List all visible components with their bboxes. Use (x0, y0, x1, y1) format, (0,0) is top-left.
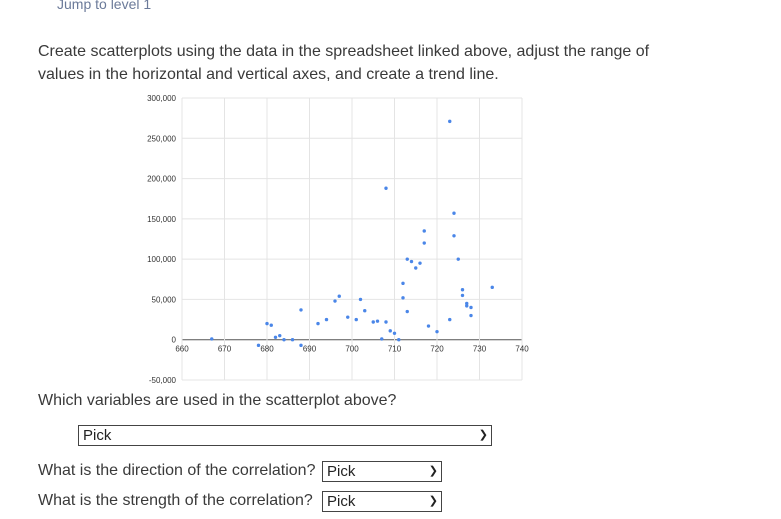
x-tick-label: 700 (345, 345, 359, 354)
scatter-point (448, 119, 452, 124)
scatter-point (269, 323, 273, 327)
chevron-down-icon: ❯ (478, 429, 488, 441)
scatter-point (316, 321, 320, 326)
scatter-point (324, 317, 329, 322)
scatter-point (422, 229, 426, 233)
chart-grid (181, 97, 523, 381)
scatter-point (363, 309, 367, 313)
scatter-point (290, 338, 295, 342)
scatter-point (265, 321, 269, 326)
question-direction: What is the direction of the correlation… (38, 462, 316, 479)
scatter-point (401, 296, 405, 300)
chevron-down-icon: ❯ (428, 465, 438, 477)
question-variables: Which variables are used in the scatterp… (38, 392, 397, 409)
scatter-point (384, 186, 388, 190)
x-tick-label: 690 (303, 345, 317, 354)
scatter-point (278, 333, 282, 338)
y-tick-label: 200,000 (147, 175, 176, 184)
scatter-point (256, 343, 261, 348)
scatter-point (435, 329, 439, 334)
scatter-point (456, 257, 460, 261)
scatter-point (405, 257, 409, 261)
direction-select-value: Pick (327, 463, 356, 480)
scatterplot-chart: -50,000 0 50,000 100,000 150,000 200,000 250,0… (147, 94, 529, 385)
scatter-point (401, 281, 405, 286)
y-tick-label: 100,000 (147, 255, 176, 264)
scatter-point (354, 317, 358, 322)
scatter-point (409, 259, 414, 264)
scatter-point (418, 261, 422, 265)
scatter-point (371, 320, 375, 324)
scatter-point (397, 338, 401, 342)
scatter-point (346, 315, 350, 319)
x-tick-label: 660 (175, 345, 189, 354)
scatter-point (460, 293, 465, 298)
x-tick-label: 680 (260, 345, 274, 354)
y-tick-label: 50,000 (152, 295, 177, 304)
scatter-points (210, 119, 494, 348)
scatter-point (388, 329, 392, 333)
scatter-point (299, 308, 303, 312)
x-axis-ticks: 660 670 680 690 700 710 720 730 740 (175, 345, 529, 354)
x-tick-label: 730 (473, 345, 487, 354)
scatter-point (422, 241, 426, 245)
y-axis-ticks: -50,000 0 50,000 100,000 150,000 200,000 250,0… (147, 94, 176, 385)
chevron-down-icon: ❯ (428, 495, 438, 507)
scatter-point (460, 288, 465, 292)
scatter-point (490, 285, 494, 290)
scatter-point (392, 331, 397, 335)
scatter-point (452, 234, 456, 238)
scatter-point (282, 338, 286, 342)
x-tick-label: 710 (388, 345, 402, 354)
scatter-point (414, 266, 418, 270)
scatter-point (465, 304, 469, 308)
scatter-point (380, 337, 384, 341)
scatter-point (448, 317, 452, 322)
scatter-point (375, 319, 380, 323)
y-tick-label: 150,000 (147, 215, 176, 224)
y-tick-label: 0 (172, 336, 177, 345)
x-tick-label: 720 (430, 345, 444, 354)
strength-select-value: Pick (327, 493, 356, 510)
x-tick-label: 740 (515, 345, 529, 354)
scatter-point (405, 309, 409, 314)
scatter-point (358, 297, 363, 302)
scatter-point (469, 305, 473, 310)
scatter-point (465, 301, 469, 306)
instructions-text: Create scatterplots using the data in th… (38, 43, 650, 83)
scatter-point (299, 343, 303, 348)
scatter-point (273, 335, 278, 339)
scatter-point (333, 299, 337, 303)
y-tick-label: 250,000 (147, 134, 176, 143)
question-strength: What is the strength of the correlation? (38, 492, 313, 509)
scatter-point (452, 211, 456, 215)
x-tick-label: 670 (218, 345, 232, 354)
variables-select-value: Pick (83, 427, 112, 444)
y-tick-label: 300,000 (147, 94, 176, 103)
variables-select[interactable]: Pick ❯ (78, 425, 492, 446)
scatter-point (337, 294, 341, 298)
jump-to-level-link[interactable]: Jump to level 1 (57, 0, 152, 12)
scatter-point (469, 313, 473, 318)
direction-select[interactable]: Pick ❯ (322, 461, 442, 482)
scatter-point (384, 320, 388, 324)
y-tick-label: -50,000 (149, 376, 177, 385)
scatter-point (210, 337, 214, 341)
scatter-point (426, 324, 431, 328)
strength-select[interactable]: Pick ❯ (322, 491, 442, 512)
